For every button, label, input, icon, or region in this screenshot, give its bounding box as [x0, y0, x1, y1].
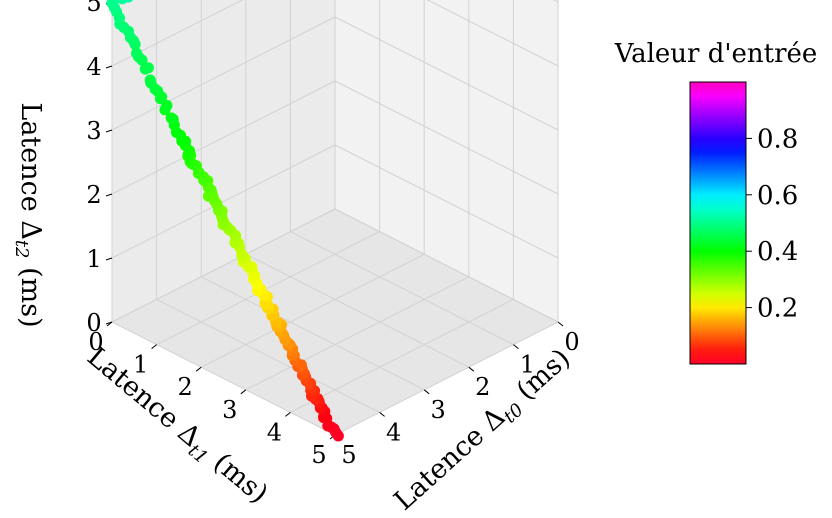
- colorbar-tick-label: 0.8: [757, 124, 798, 154]
- grid-line-y-floor: [290, 298, 514, 413]
- z-tick-label: 0: [86, 309, 101, 337]
- x-tick-label: 3: [431, 396, 446, 424]
- z-tick-label: 2: [86, 181, 101, 209]
- colorbar-tick-label: 0.4: [757, 237, 798, 267]
- grid-line-z-right: [334, 208, 559, 323]
- grid-line-y-floor: [245, 276, 470, 391]
- x-tick-label: 5: [341, 441, 356, 469]
- y-tick-label: 4: [267, 418, 282, 446]
- y-tick-label: 0: [88, 328, 103, 356]
- grid-line-y-floor: [156, 231, 380, 346]
- z-tick-label: 1: [86, 245, 101, 273]
- z-tick-mark: [105, 193, 113, 197]
- grid-line-z-left: [111, 16, 336, 131]
- axis-ticks: 0 1 2 3 4 5 0 1 2 3 4 5 0 1 2 3 4 5: [86, 0, 579, 469]
- colorbar: [689, 81, 747, 365]
- y-tick-label: 5: [311, 441, 326, 469]
- y-tick-mark: [195, 366, 202, 372]
- z-tick-mark: [105, 129, 113, 133]
- grid-line-z-left: [111, 0, 244, 67]
- x-tick-mark: [379, 412, 385, 417]
- grid-line-z-left: [111, 144, 336, 259]
- colorbar-tick-label: 0.6: [757, 181, 798, 211]
- x-tick-label: 4: [386, 418, 401, 446]
- grid-line-x-floor: [290, 231, 514, 346]
- grid-line-y-floor: [200, 253, 425, 368]
- grid-line-z-left: [111, 208, 336, 323]
- z-tick-mark: [105, 65, 113, 69]
- scatter-point: [107, 0, 119, 9]
- scatter-point: [144, 74, 156, 86]
- grid-line-z-right: [334, 80, 559, 195]
- z-tick-label: 3: [86, 117, 101, 145]
- z-tick-label: 5: [86, 0, 101, 17]
- axes-grid: [111, 0, 559, 436]
- grid-line-x-floor: [245, 253, 470, 368]
- y-tick-mark: [151, 344, 157, 349]
- x-tick-mark: [557, 321, 564, 327]
- scatter-point: [139, 63, 151, 75]
- scatter-point: [131, 47, 143, 59]
- pane-back-right: [335, 0, 558, 322]
- grid-line-z-right: [334, 144, 559, 259]
- scatter-point: [165, 112, 177, 124]
- x-tick-label: 2: [475, 373, 490, 401]
- x-tick-mark: [513, 344, 519, 349]
- x-tick-label: 0: [564, 328, 579, 356]
- scatter-points: [106, 0, 344, 442]
- grid-line-z-left: [111, 80, 336, 195]
- grid-line-y-floor: [334, 321, 559, 436]
- z-tick-mark: [105, 321, 113, 325]
- grid-line-z-right: [426, 0, 559, 67]
- x-tick-mark: [468, 366, 475, 372]
- colorbar-tick-label: 0.2: [757, 294, 798, 324]
- z-tick-label: 4: [86, 53, 101, 81]
- pane-back-left: [112, 0, 335, 322]
- grid-line-z-right: [334, 16, 559, 131]
- grid-line-x-floor: [111, 321, 336, 436]
- grid-line-x-floor: [200, 276, 425, 391]
- colorbar-ticks: 0.2 0.4 0.6 0.8: [746, 124, 798, 324]
- colorbar-title: Valeur d'entrée: [614, 39, 818, 69]
- x-tick-mark: [423, 389, 430, 395]
- scatter-point: [121, 0, 132, 3]
- y-tick-label: 3: [222, 396, 237, 424]
- y-tick-label: 1: [133, 351, 148, 379]
- z-axis-label: Latence Δt2 (ms): [11, 102, 46, 327]
- y-tick-label: 2: [178, 373, 193, 401]
- y-tick-mark: [240, 389, 247, 395]
- grid-line-x-floor: [156, 298, 380, 413]
- x-tick-label: 1: [520, 351, 535, 379]
- z-tick-mark: [105, 257, 113, 261]
- y-tick-mark: [285, 412, 291, 417]
